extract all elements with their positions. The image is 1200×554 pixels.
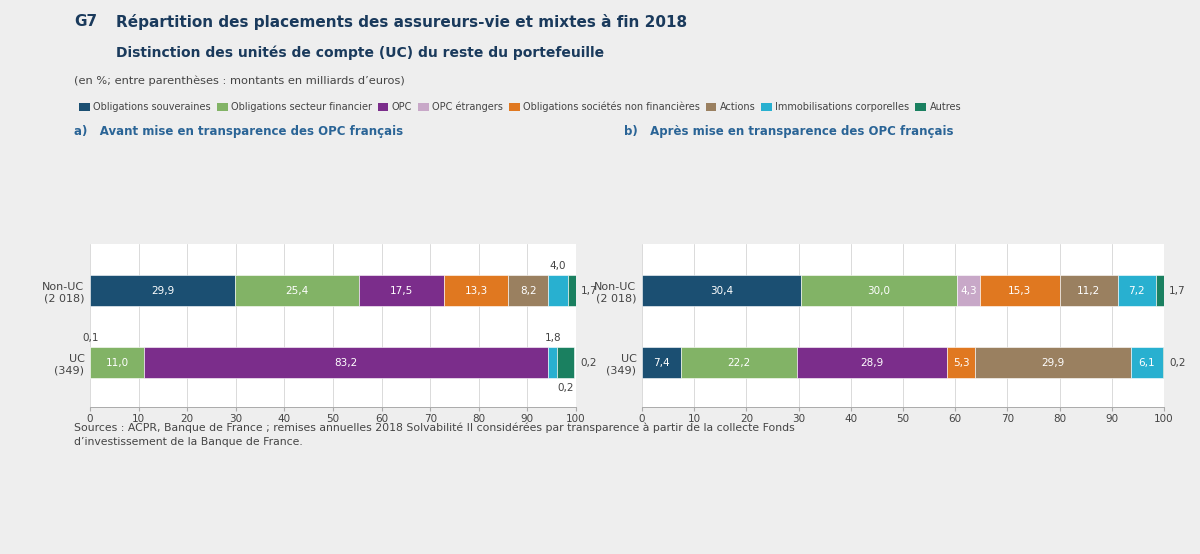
Text: 29,9: 29,9 (1042, 357, 1064, 367)
Bar (958, 275, 979, 306)
Text: 1,7: 1,7 (1169, 285, 1186, 295)
Text: G7: G7 (74, 14, 97, 29)
Text: 1,7: 1,7 (581, 285, 598, 295)
Bar (800, 275, 958, 306)
Text: 7,2: 7,2 (1128, 285, 1145, 295)
Bar (1132, 347, 1163, 378)
Bar (568, 275, 576, 306)
Text: 0,2: 0,2 (557, 383, 574, 393)
Bar (680, 347, 797, 378)
Text: 6,1: 6,1 (1139, 357, 1156, 367)
Bar (548, 347, 557, 378)
Text: 29,9: 29,9 (151, 285, 174, 295)
Bar (642, 275, 800, 306)
Bar (548, 275, 568, 306)
Bar (979, 275, 1060, 306)
Text: 13,3: 13,3 (464, 285, 487, 295)
Bar (947, 347, 976, 378)
Bar (557, 347, 574, 378)
Text: 5,3: 5,3 (953, 357, 970, 367)
Text: 7,4: 7,4 (653, 357, 670, 367)
Text: 0,2: 0,2 (581, 357, 598, 367)
Text: 17,5: 17,5 (390, 285, 413, 295)
Text: 4,0: 4,0 (550, 261, 566, 271)
Text: 0,2: 0,2 (1169, 357, 1186, 367)
Text: 11,2: 11,2 (1078, 285, 1100, 295)
Bar (797, 347, 947, 378)
Text: 30,0: 30,0 (868, 285, 890, 295)
Text: 22,2: 22,2 (727, 357, 750, 367)
Text: 1,8: 1,8 (545, 333, 560, 343)
Bar (90, 347, 144, 378)
Bar (1156, 275, 1164, 306)
Bar (359, 275, 444, 306)
Bar (1060, 275, 1118, 306)
Legend: Obligations souveraines, Obligations secteur financier, OPC, OPC étrangers, Obli: Obligations souveraines, Obligations sec… (79, 102, 961, 112)
Text: 83,2: 83,2 (335, 357, 358, 367)
Text: 15,3: 15,3 (1008, 285, 1031, 295)
Bar (444, 275, 509, 306)
Bar (976, 347, 1132, 378)
Bar (509, 275, 548, 306)
Text: b)   Après mise en transparence des OPC français: b) Après mise en transparence des OPC fr… (624, 125, 954, 138)
Bar (90, 275, 235, 306)
Text: 0,1: 0,1 (82, 333, 98, 343)
Bar (144, 347, 548, 378)
Bar (642, 347, 680, 378)
Text: 30,4: 30,4 (709, 285, 733, 295)
Text: 28,9: 28,9 (860, 357, 883, 367)
Text: 11,0: 11,0 (106, 357, 128, 367)
Text: (en %; entre parenthèses : montants en milliards d’euros): (en %; entre parenthèses : montants en m… (74, 75, 406, 86)
Bar (235, 275, 359, 306)
Text: 4,3: 4,3 (960, 285, 977, 295)
Text: 8,2: 8,2 (520, 285, 536, 295)
Text: 25,4: 25,4 (286, 285, 308, 295)
Text: a)   Avant mise en transparence des OPC français: a) Avant mise en transparence des OPC fr… (74, 125, 403, 138)
Text: Sources : ACPR, Banque de France ; remises annuelles 2018 Solvabilité II considé: Sources : ACPR, Banque de France ; remis… (74, 422, 796, 447)
Bar (1118, 275, 1156, 306)
Text: Répartition des placements des assureurs-vie et mixtes à fin 2018: Répartition des placements des assureurs… (116, 14, 688, 30)
Text: Distinction des unités de compte (UC) du reste du portefeuille: Distinction des unités de compte (UC) du… (116, 45, 605, 60)
